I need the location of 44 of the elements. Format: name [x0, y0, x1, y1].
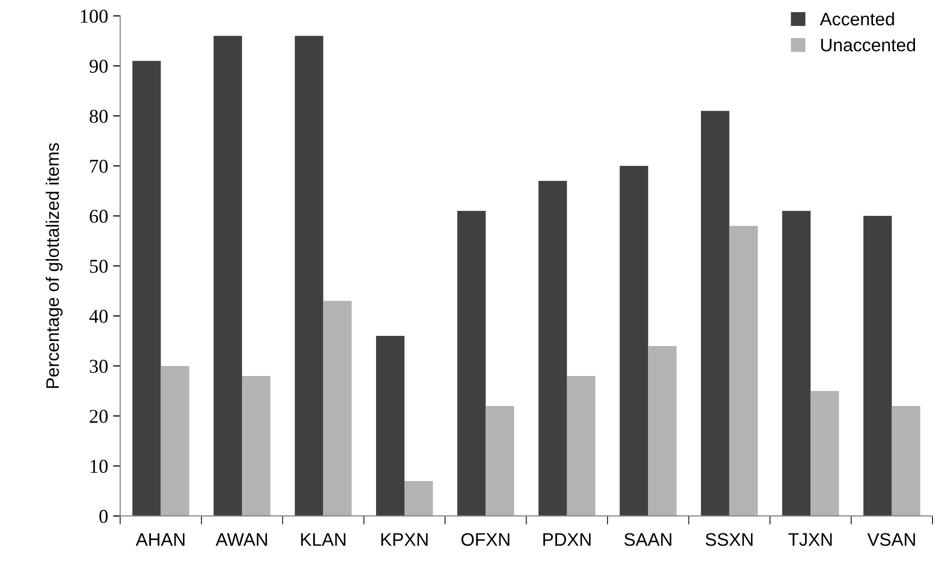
y-tick-label: 80	[90, 110, 108, 123]
x-tick-label: SAAN	[624, 533, 672, 546]
bar	[132, 60, 161, 516]
bar	[323, 300, 352, 516]
bar	[160, 366, 190, 516]
bar	[376, 336, 404, 516]
bar	[242, 376, 270, 516]
y-tick-label: 10	[90, 460, 108, 473]
y-tick-label: 30	[90, 360, 108, 373]
bar	[810, 390, 840, 516]
legend-label: Unaccented	[821, 38, 916, 52]
x-tick-label: VSAN	[867, 533, 915, 546]
bar	[863, 216, 892, 516]
bar	[782, 210, 811, 516]
x-tick-label: KLAN	[301, 533, 346, 546]
x-tick-label: OFXN	[461, 533, 510, 546]
bar	[294, 36, 324, 516]
x-tick-label: SSXN	[706, 533, 752, 546]
bar	[729, 226, 758, 516]
y-tick-label: 50	[90, 260, 108, 273]
y-tick-label: 70	[90, 160, 108, 173]
y-tick-label: 0	[99, 510, 108, 523]
bar	[566, 376, 596, 516]
bar	[214, 36, 242, 516]
bar	[538, 180, 567, 516]
y-tick-label: 60	[90, 210, 108, 223]
legend-label: Accented	[820, 12, 894, 26]
bar	[892, 406, 920, 516]
bar	[486, 406, 514, 516]
bar	[404, 480, 433, 516]
y-tick-label: 40	[89, 310, 108, 323]
bar	[700, 110, 730, 516]
x-tick-label: KPXN	[381, 533, 428, 546]
x-tick-label: PDXN	[543, 533, 591, 546]
bar	[648, 346, 677, 516]
bar	[457, 210, 486, 516]
y-tick-label: 90	[90, 60, 108, 73]
y-tick-label: 100	[80, 10, 108, 23]
x-tick-label: AHAN	[136, 533, 184, 546]
y-tick-label: 20	[90, 410, 108, 423]
x-tick-label: AWAN	[216, 533, 267, 546]
bar	[620, 166, 648, 516]
x-tick-label: TJXN	[788, 533, 832, 546]
y-axis-title: Percentage of glottalized items	[46, 143, 63, 388]
